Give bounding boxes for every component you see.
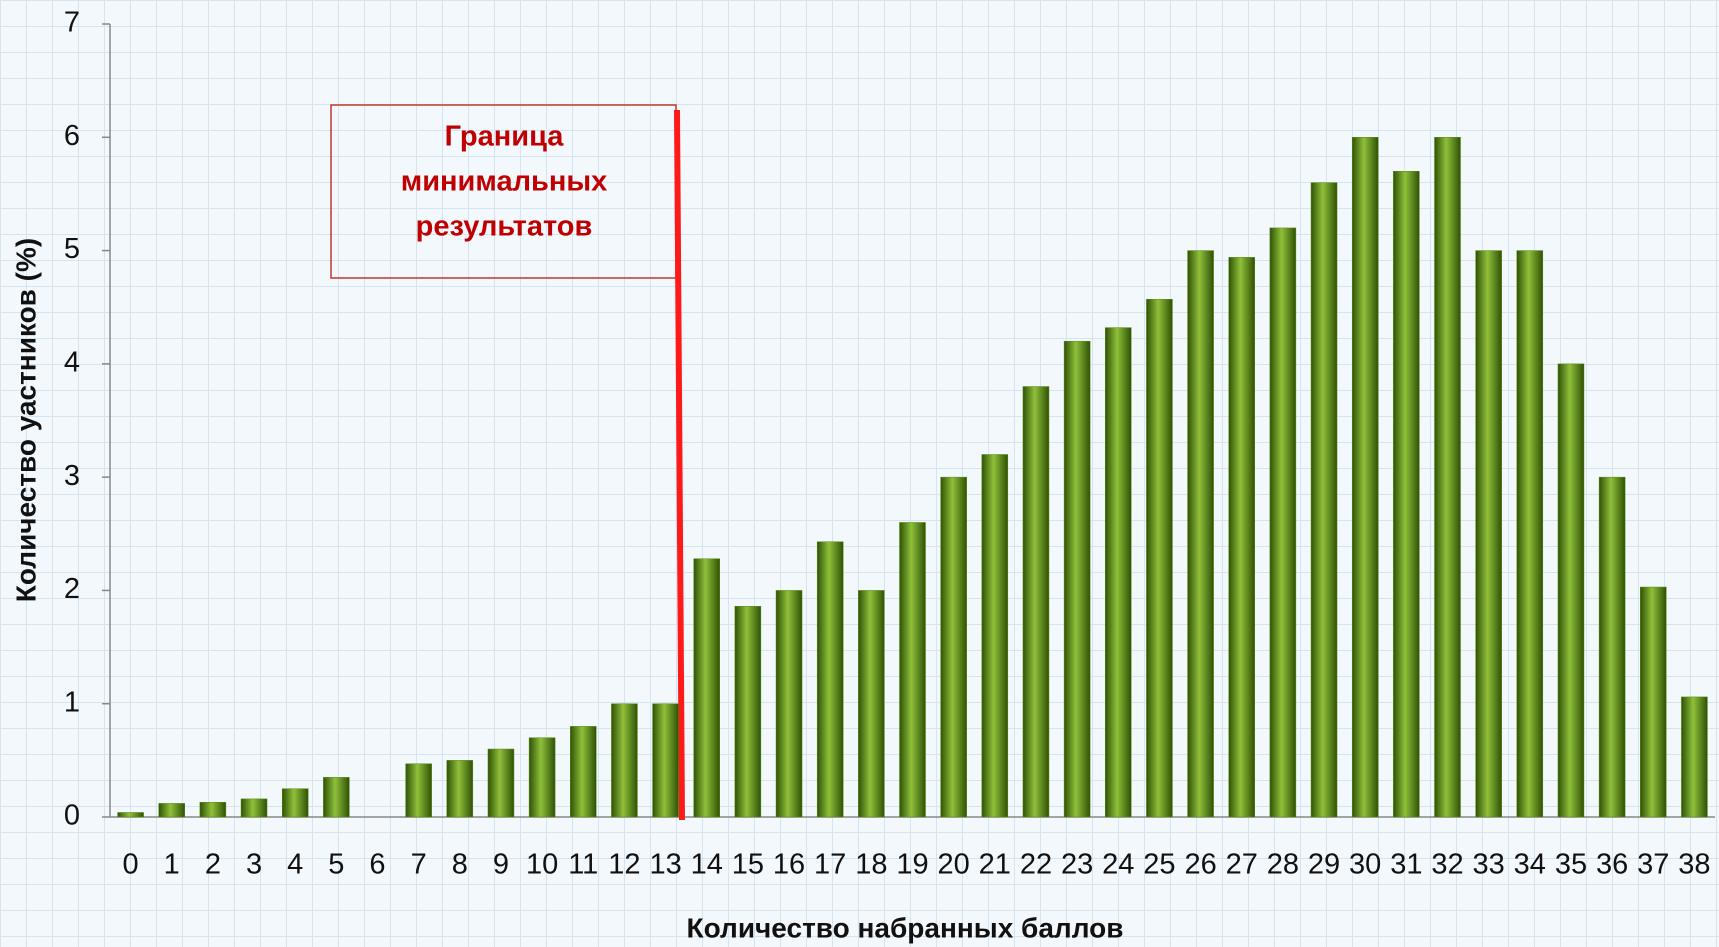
bar <box>693 558 720 818</box>
annotation: Граница <box>445 121 565 153</box>
x-tick-label: 0 <box>123 849 139 881</box>
x-tick-label: 25 <box>1143 849 1175 881</box>
x-tick-label: 9 <box>493 849 509 881</box>
bar <box>1228 257 1255 818</box>
x-tick-label: 15 <box>732 849 764 881</box>
bar <box>1187 250 1214 818</box>
bar <box>487 748 515 818</box>
x-tick-label: 32 <box>1431 849 1463 881</box>
x-tick-label: 10 <box>526 849 558 881</box>
bar <box>1269 227 1297 818</box>
bar <box>1557 363 1585 818</box>
x-tick-label: 19 <box>896 849 928 881</box>
bar <box>1351 137 1379 818</box>
y-tick-label: 1 <box>64 686 80 718</box>
x-tick-label: 14 <box>691 849 723 881</box>
x-tick-label: 7 <box>411 849 427 881</box>
x-tick-label: 27 <box>1226 849 1258 881</box>
x-tick-label: 11 <box>568 849 598 881</box>
bar <box>1681 696 1708 818</box>
bar <box>1063 340 1091 818</box>
x-tick-label: 30 <box>1349 849 1381 881</box>
x-tick-label: 21 <box>979 849 1011 881</box>
bar <box>611 703 638 818</box>
x-tick-label: 18 <box>855 849 887 881</box>
x-tick-label: 13 <box>649 849 681 881</box>
bar <box>1434 137 1461 818</box>
x-tick-label: 34 <box>1514 849 1546 881</box>
x-tick-label: 29 <box>1308 849 1340 881</box>
bar <box>858 590 885 818</box>
x-tick-label: 20 <box>938 849 970 881</box>
x-tick-label: 35 <box>1555 849 1587 881</box>
x-tick-label: 1 <box>164 849 180 881</box>
threshold-line <box>674 109 685 821</box>
y-tick-label: 3 <box>64 460 80 492</box>
bar <box>1475 250 1502 818</box>
bar <box>1393 171 1420 818</box>
bar <box>1598 476 1626 818</box>
bar <box>405 763 432 818</box>
annotation: минимальных <box>401 166 607 198</box>
bar <box>816 541 844 818</box>
x-tick-label: 23 <box>1061 849 1093 881</box>
bar <box>117 812 144 818</box>
y-tick-label: 2 <box>64 573 80 605</box>
x-tick-label: 36 <box>1596 849 1628 881</box>
bar <box>446 760 474 818</box>
x-tick-label: 33 <box>1473 849 1505 881</box>
bar <box>1105 327 1132 818</box>
x-tick-label: 8 <box>452 849 468 881</box>
x-tick-label: 37 <box>1637 849 1669 881</box>
x-tick-label: 38 <box>1678 849 1710 881</box>
bar <box>158 803 185 818</box>
y-tick-label: 0 <box>64 800 80 832</box>
bar <box>652 703 679 818</box>
bar <box>1022 386 1050 818</box>
x-tick-label: 12 <box>608 849 640 881</box>
bar <box>1640 586 1667 818</box>
x-axis-label: Количество набранных баллов <box>687 912 1124 943</box>
bar <box>240 798 268 818</box>
x-tick-label: 2 <box>205 849 221 881</box>
y-tick-label: 6 <box>64 120 80 152</box>
bar <box>1516 250 1544 818</box>
bar <box>570 726 597 818</box>
bar <box>1146 299 1173 818</box>
bar <box>734 606 762 818</box>
x-tick-label: 3 <box>246 849 262 881</box>
x-tick-label: 24 <box>1102 849 1134 881</box>
y-tick-label: 5 <box>64 233 80 265</box>
x-tick-label: 28 <box>1267 849 1299 881</box>
bar <box>899 522 926 818</box>
y-tick-label: 4 <box>64 347 80 379</box>
x-tick-label: 26 <box>1184 849 1216 881</box>
bar <box>199 802 227 818</box>
bar <box>775 590 803 818</box>
y-tick-label: 7 <box>64 7 80 39</box>
bar <box>323 777 350 818</box>
annotation: результатов <box>416 211 593 243</box>
x-tick-label: 22 <box>1020 849 1052 881</box>
x-tick-label: 6 <box>369 849 385 881</box>
x-tick-label: 31 <box>1390 849 1422 881</box>
bar <box>981 454 1009 818</box>
x-tick-label: 17 <box>814 849 846 881</box>
x-tick-label: 4 <box>287 849 303 881</box>
y-axis-label: Количество уастников (%) <box>10 238 41 602</box>
bar <box>281 788 309 818</box>
x-tick-label: 16 <box>773 849 805 881</box>
bar <box>528 737 556 818</box>
bar <box>1310 182 1338 818</box>
x-tick-label: 5 <box>328 849 344 881</box>
bar <box>940 476 967 818</box>
